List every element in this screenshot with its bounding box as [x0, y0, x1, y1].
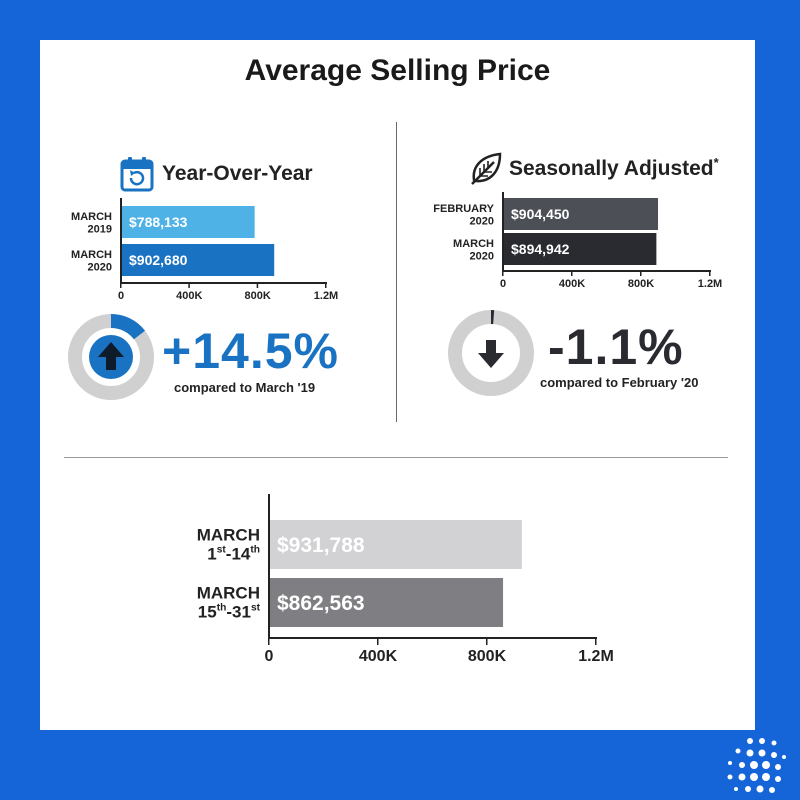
x-tick-label: 0 [265, 648, 274, 665]
bar [504, 198, 659, 230]
x-axis-line [268, 637, 597, 639]
section-divider [64, 457, 728, 458]
x-tick-label: 400K [176, 290, 202, 302]
sa-heading: Seasonally Adjusted* [509, 155, 719, 181]
sa-change-ring [448, 310, 534, 396]
x-tick-label: 1.2M [698, 278, 722, 290]
x-tick-mark [486, 637, 488, 645]
leaf-icon [471, 152, 502, 185]
sa-ring-progress [448, 310, 534, 396]
bar-value-label: $862,563 [277, 592, 365, 615]
category-label: MARCH 2019 [71, 211, 112, 236]
x-tick-mark [120, 282, 122, 288]
dot-grid-logo [727, 738, 786, 793]
yoy-heading: Year-Over-Year [162, 162, 313, 185]
x-tick-label: 0 [118, 290, 124, 302]
x-tick-label: 1.2M [314, 290, 338, 302]
x-tick-label: 800K [628, 278, 654, 290]
x-tick-mark [709, 270, 711, 276]
page-title: Average Selling Price [244, 54, 551, 87]
x-tick-mark [502, 270, 504, 276]
calendar-refresh-icon [120, 157, 154, 192]
x-tick-mark [595, 637, 597, 645]
sa-chart: $904,450 FEBRUARY 2020 $894,942 MARCH 2020 0 40… [433, 192, 722, 290]
x-tick-mark [571, 270, 573, 276]
x-tick-label: 1.2M [578, 648, 614, 665]
x-tick-label: 800K [468, 648, 507, 665]
bar-value-label: $904,450 [511, 206, 570, 222]
x-tick-mark [377, 637, 379, 645]
x-tick-mark [325, 282, 327, 288]
category-label: MARCH 2020 [71, 249, 112, 274]
category-label: MARCH [197, 584, 260, 603]
y-axis-line [120, 198, 122, 284]
bar-value-label: $788,133 [129, 214, 188, 230]
x-tick-mark [268, 637, 270, 645]
x-axis-line [502, 270, 711, 272]
x-tick-label: 400K [359, 648, 398, 665]
bar [122, 206, 255, 238]
category-label: MARCH [197, 526, 260, 545]
yoy-caption: compared to March '19 [174, 380, 316, 395]
x-tick-mark [256, 282, 259, 288]
category-range-label: 1st-14th [207, 545, 260, 564]
bar [270, 520, 522, 569]
y-axis-line [502, 192, 504, 272]
sa-heading-asterisk: * [713, 155, 719, 170]
category-label: MARCH 2020 [453, 238, 494, 263]
bar [270, 578, 504, 627]
x-tick-mark [640, 270, 642, 276]
yoy-chart: $788,133 MARCH 2019 $902,680 MARCH 2020 0 400K 8… [71, 198, 338, 302]
sa-caption: compared to February '20 [540, 375, 699, 390]
yoy-ring-progress [68, 314, 154, 400]
arrow-up-icon [89, 335, 133, 379]
category-label: FEBRUARY 2020 [433, 203, 494, 228]
sa-change-value: -1.1% [548, 319, 684, 375]
x-tick-label: 400K [559, 278, 585, 290]
half-month-chart: $931,788MARCH1st-14th$862,563MARCH15th-3… [197, 494, 614, 665]
yoy-change-value: +14.5% [162, 323, 339, 379]
category-range-label: 15th-31st [198, 603, 261, 622]
y-axis-line [268, 494, 270, 639]
arrow-down-icon [478, 340, 504, 368]
bar [122, 244, 275, 276]
bar-value-label: $931,788 [277, 534, 365, 557]
sa-heading-text: Seasonally Adjusted [509, 157, 714, 180]
infographic-card: Average Selling Price Year-Over-Year $78… [40, 40, 755, 730]
bar [504, 233, 657, 265]
x-tick-mark [188, 282, 190, 288]
x-tick-label: 0 [500, 278, 506, 290]
x-axis-line [120, 282, 327, 284]
x-tick-label: 800K [245, 290, 271, 302]
bar-value-label: $894,942 [511, 241, 570, 257]
column-divider [396, 122, 397, 422]
bar-value-label: $902,680 [129, 252, 188, 268]
yoy-change-ring [68, 314, 154, 400]
